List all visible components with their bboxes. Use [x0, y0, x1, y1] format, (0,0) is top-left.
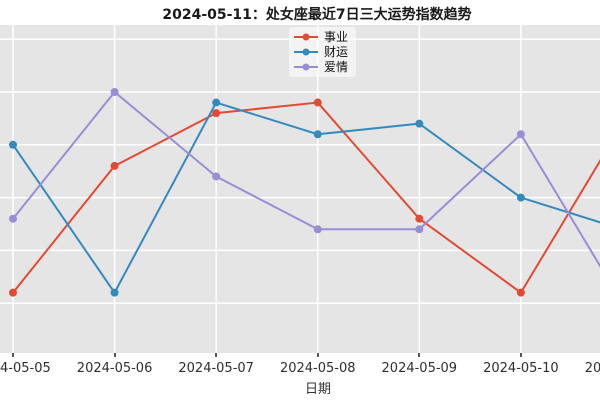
data-point	[313, 98, 322, 107]
data-point	[9, 288, 17, 297]
data-point	[415, 214, 424, 223]
data-point	[212, 172, 221, 181]
data-point	[9, 140, 17, 149]
data-point	[212, 109, 221, 118]
data-point	[415, 225, 424, 234]
data-point	[9, 214, 17, 223]
plot-area	[0, 25, 600, 353]
data-point	[110, 161, 119, 170]
legend: 事业 财运 爱情	[289, 27, 357, 77]
legend-item-财运: 财运	[294, 45, 348, 59]
x-tick-mark	[12, 353, 14, 357]
x-tick-label: 2024-05-06	[76, 361, 153, 376]
data-point	[415, 119, 424, 128]
x-tick-label: 2024-05-05	[0, 361, 51, 376]
x-axis-label: 日期	[304, 382, 332, 397]
x-tick-mark	[113, 353, 116, 357]
data-point	[516, 288, 525, 297]
x-tick-mark	[519, 353, 522, 357]
x-tick-mark	[316, 353, 319, 357]
data-point	[313, 225, 322, 234]
data-point	[212, 98, 221, 107]
x-tick-label: 2024-05-11	[584, 361, 600, 376]
legend-marker-icon	[294, 33, 318, 41]
x-tick-label: 2024-05-08	[279, 361, 356, 376]
data-point	[516, 193, 525, 202]
x-tick-label: 2024-05-09	[381, 361, 458, 376]
legend-label: 事业	[324, 30, 349, 44]
x-tick-label: 2024-05-10	[483, 361, 559, 376]
data-point	[110, 88, 119, 96]
legend-marker-icon	[294, 63, 318, 71]
legend-label: 财运	[324, 45, 349, 59]
legend-item-事业: 事业	[294, 30, 348, 44]
x-tick-label: 2024-05-07	[178, 361, 254, 376]
data-point	[110, 288, 119, 297]
data-point	[313, 130, 322, 139]
legend-label: 爱情	[324, 60, 349, 74]
data-point	[516, 130, 525, 139]
x-tick-mark	[418, 353, 421, 357]
legend-item-爱情: 爱情	[294, 60, 348, 74]
x-tick-mark	[215, 353, 218, 357]
chart-canvas	[0, 25, 600, 353]
legend-marker-icon	[294, 48, 318, 56]
chart-title: 2024-05-11：处女座最近7日三大运势指数趋势	[162, 7, 472, 23]
